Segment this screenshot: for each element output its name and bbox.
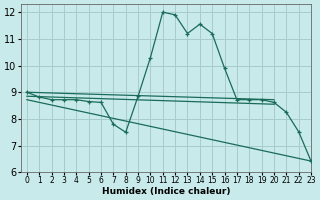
X-axis label: Humidex (Indice chaleur): Humidex (Indice chaleur): [102, 187, 230, 196]
